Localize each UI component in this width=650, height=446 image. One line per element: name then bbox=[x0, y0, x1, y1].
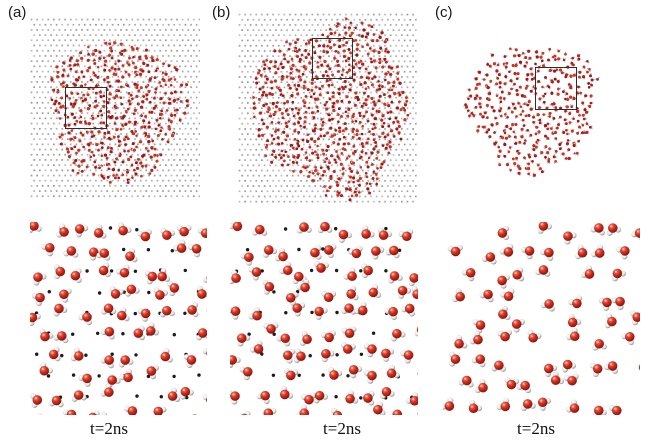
zoom-region-box-a bbox=[65, 87, 107, 129]
panel-label-b: (b) bbox=[212, 4, 231, 21]
overview-snapshot-b bbox=[238, 13, 417, 203]
overview-snapshot-a bbox=[30, 18, 200, 198]
zoom-region-box-b bbox=[312, 38, 353, 79]
panel-label-a: (a) bbox=[8, 4, 27, 21]
overview-snapshot-c bbox=[463, 47, 600, 178]
panel-label-c: (c) bbox=[435, 4, 453, 21]
time-caption-a: t=2ns bbox=[90, 419, 128, 438]
magnified-snapshot-b bbox=[230, 222, 418, 415]
time-caption-b: t=2ns bbox=[323, 419, 361, 438]
zoom-region-box-c bbox=[535, 67, 577, 110]
magnified-snapshot-a bbox=[30, 222, 207, 415]
time-caption-c: t=2ns bbox=[517, 419, 555, 438]
magnified-snapshot-c bbox=[443, 222, 640, 415]
